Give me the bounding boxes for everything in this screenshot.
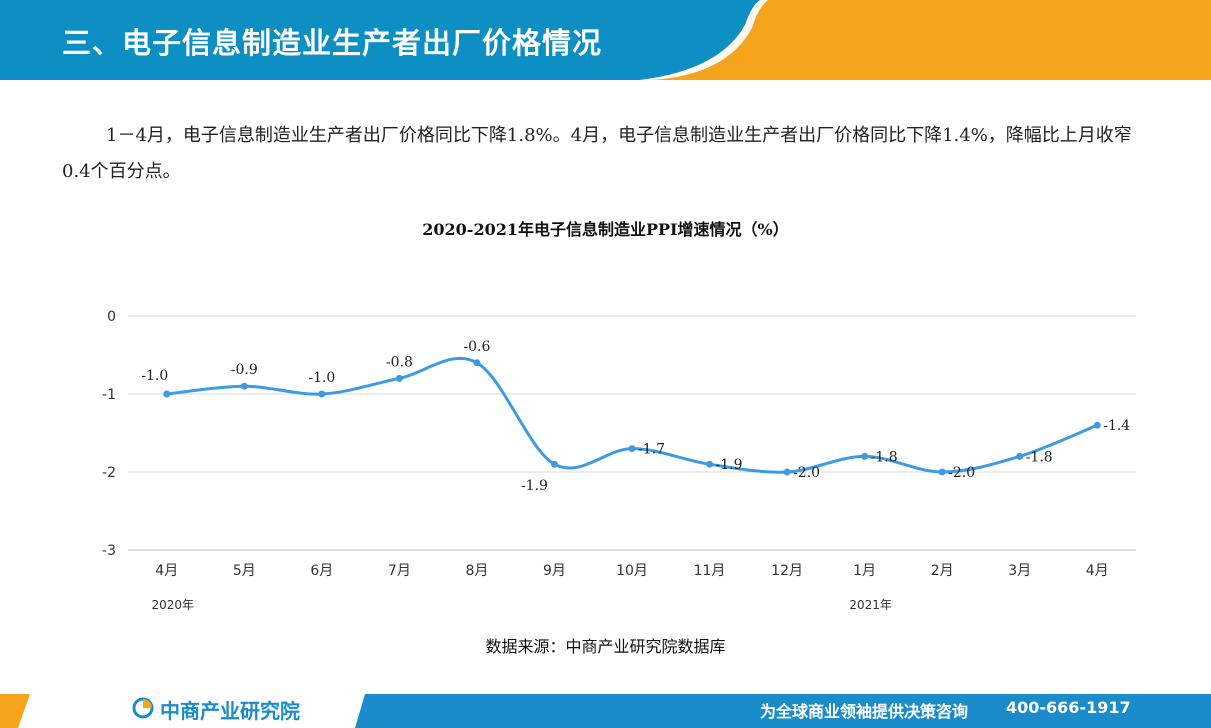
data-label: -1.4 [1103,418,1130,434]
x-tick-label: 9月 [543,563,566,579]
x-year-label: 2020年 [151,598,194,612]
x-tick-label: 12月 [771,563,803,579]
x-tick-label: 4月 [155,563,178,579]
data-point [240,382,248,390]
data-point [1016,452,1024,460]
x-tick-label: 1月 [853,563,876,579]
data-label: -1.9 [521,478,548,494]
data-point [550,460,558,468]
company-logo-text: 中商产业研究院 [160,699,300,723]
y-tick-label: -1 [102,387,116,403]
x-tick-label: 2月 [931,563,954,579]
header-background [0,0,1211,80]
x-tick-label: 5月 [233,563,256,579]
data-label: -1.0 [141,368,168,384]
x-tick-label: 4月 [1086,563,1109,579]
data-point [318,390,326,398]
summary-text: 1－4月，电子信息制造业生产者出厂价格同比下降1.8%。4月，电子信息制造业生产… [62,125,1132,182]
header-banner: 三、电子信息制造业生产者出厂价格情况 [0,0,1211,80]
data-point [706,460,714,468]
footer-background [0,694,1211,728]
data-label: -2.0 [948,465,975,481]
footer-slogan: 为全球商业领袖提供决策咨询 [760,702,969,721]
footer-banner [0,690,1211,728]
data-point [163,390,171,398]
data-point [938,468,946,476]
x-year-label: 2021年 [849,598,892,612]
data-source: 数据来源：中商产业研究院数据库 [485,637,726,656]
data-label: -0.9 [231,362,258,378]
y-tick-label: -3 [102,543,116,559]
data-label: -1.8 [1026,449,1053,465]
data-label: -2.0 [793,465,820,481]
company-logo-icon [132,697,154,719]
data-point [628,445,636,453]
data-label: -1.7 [638,442,665,458]
x-tick-label: 8月 [465,563,488,579]
x-tick-label: 10月 [616,563,648,579]
x-tick-label: 11月 [694,563,726,579]
data-point [783,468,791,476]
ppi-line-chart: 0 -1 -2 -3 4月 5月 6月 7月 8月 9月 10月 11月 12月 1月 2月 3月 4月 2020… [102,309,1136,612]
data-point [473,359,481,367]
data-point [1093,421,1101,429]
chart-title: 2020-2021年电子信息制造业PPI增速情况（%） [422,220,789,239]
y-tick-label: -2 [102,465,116,481]
data-label: -0.6 [463,339,490,355]
data-point [861,452,869,460]
series-line [166,356,1098,474]
data-point [395,374,403,382]
x-tick-label: 6月 [310,563,333,579]
x-tick-label: 7月 [388,563,411,579]
data-label: -1.8 [871,449,898,465]
data-label: -1.0 [308,370,335,386]
page-title: 三、电子信息制造业生产者出厂价格情况 [62,26,603,60]
footer-phone: 400-666-1917 [1006,698,1131,717]
x-tick-label: 3月 [1008,563,1031,579]
data-label: -0.8 [386,354,413,370]
y-tick-label: 0 [107,309,116,325]
data-label: -1.9 [716,457,743,473]
summary-paragraph: 1－4月，电子信息制造业生产者出厂价格同比下降1.8%。4月，电子信息制造业生产… [62,118,1152,190]
